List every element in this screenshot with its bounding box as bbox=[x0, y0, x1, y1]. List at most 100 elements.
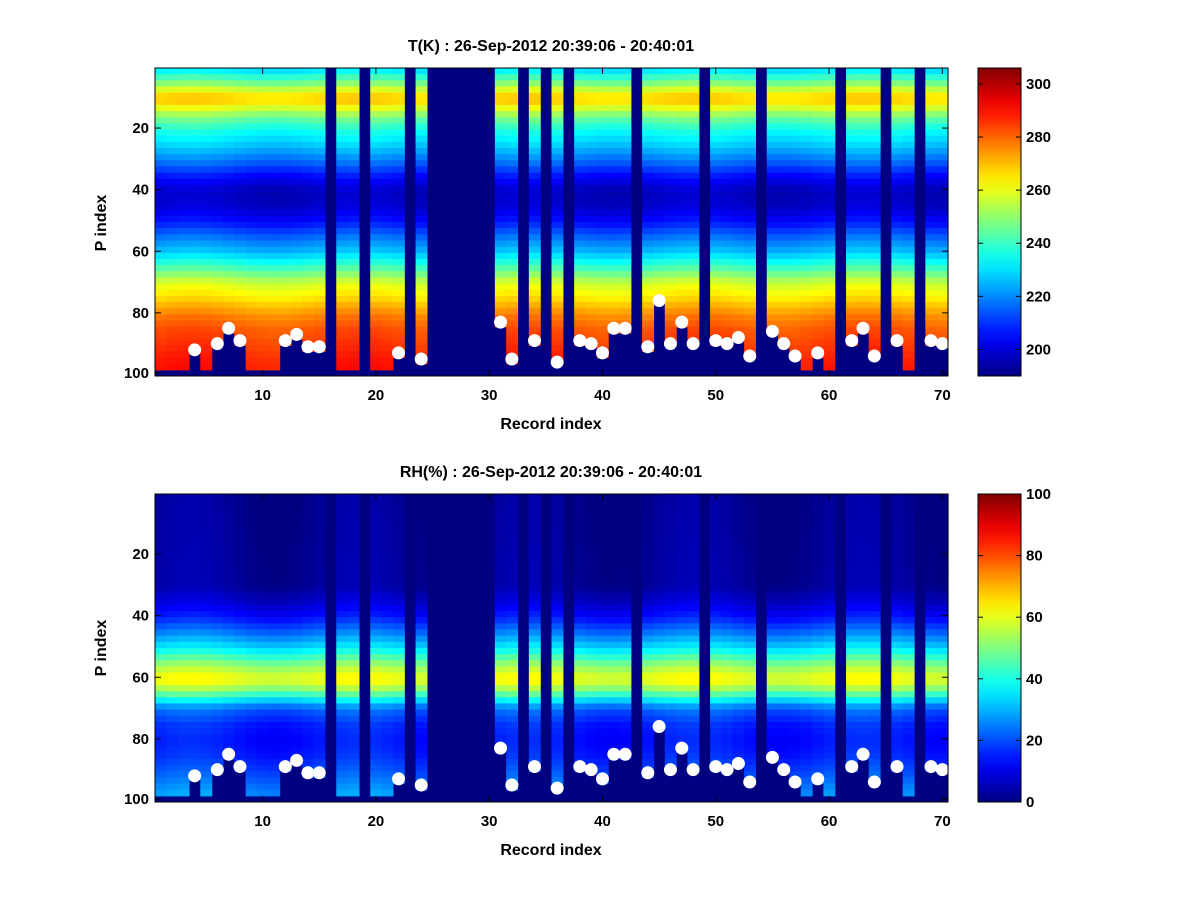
heatmap-cell bbox=[551, 654, 564, 661]
heatmap-cell bbox=[494, 604, 507, 612]
heatmap-cell bbox=[608, 740, 621, 748]
heatmap-cell bbox=[177, 506, 190, 514]
heatmap-cell bbox=[370, 530, 383, 538]
heatmap-cell bbox=[800, 129, 813, 137]
heatmap-cell bbox=[381, 709, 394, 717]
heatmap-cell bbox=[574, 265, 587, 272]
heatmap-cell bbox=[494, 86, 507, 94]
heatmap-cell bbox=[155, 580, 167, 587]
heatmap-cell bbox=[268, 518, 281, 526]
heatmap-cell bbox=[608, 530, 621, 538]
heatmap-cell bbox=[902, 629, 915, 637]
heatmap-cell bbox=[608, 283, 621, 291]
heatmap-cell bbox=[732, 283, 745, 291]
heatmap-cell bbox=[506, 561, 519, 569]
heatmap-cell bbox=[370, 592, 383, 600]
heatmap-cell bbox=[347, 74, 360, 81]
heatmap-cell bbox=[256, 135, 269, 143]
heatmap-cell bbox=[506, 265, 519, 272]
surface-marker bbox=[935, 763, 949, 777]
heatmap-cell bbox=[268, 178, 281, 186]
heatmap-cell bbox=[676, 104, 689, 112]
heatmap-cell bbox=[732, 178, 745, 186]
heatmap-cell bbox=[789, 271, 802, 279]
heatmap-cell bbox=[347, 703, 360, 711]
heatmap-cell bbox=[687, 580, 700, 587]
heatmap-cell bbox=[823, 543, 836, 551]
heatmap-cell bbox=[528, 228, 541, 235]
heatmap-cell bbox=[778, 598, 790, 606]
heatmap-cell bbox=[608, 666, 621, 674]
heatmap-cell bbox=[336, 740, 349, 748]
heatmap-cell bbox=[336, 283, 349, 291]
heatmap-cell bbox=[721, 283, 734, 291]
heatmap-cell bbox=[245, 567, 258, 575]
surface-marker bbox=[278, 334, 292, 348]
heatmap-cell bbox=[721, 678, 734, 686]
heatmap-cell bbox=[868, 117, 881, 125]
heatmap-cell bbox=[823, 234, 836, 242]
heatmap-cell bbox=[925, 228, 938, 235]
heatmap-cell bbox=[857, 308, 870, 315]
heatmap-cell bbox=[155, 74, 167, 81]
heatmap-cell bbox=[188, 197, 201, 205]
heatmap-cell bbox=[710, 141, 723, 149]
heatmap-cell bbox=[245, 580, 258, 587]
heatmap-cell bbox=[925, 549, 938, 557]
heatmap-cell bbox=[211, 320, 224, 328]
heatmap-cell bbox=[732, 654, 745, 661]
heatmap-cell bbox=[891, 672, 904, 680]
heatmap-cell bbox=[936, 555, 949, 563]
heatmap-cell bbox=[177, 277, 190, 285]
heatmap-cell bbox=[551, 228, 564, 235]
heatmap-cell bbox=[290, 512, 303, 520]
heatmap-cell bbox=[415, 598, 428, 606]
heatmap-cell bbox=[596, 74, 609, 81]
heatmap-cell bbox=[370, 363, 383, 371]
heatmap-cell bbox=[778, 574, 790, 581]
heatmap-cell bbox=[506, 746, 519, 754]
heatmap-cell bbox=[381, 611, 394, 618]
heatmap-cell bbox=[710, 506, 723, 514]
heatmap-cell bbox=[211, 215, 224, 223]
heatmap-cell bbox=[177, 258, 190, 266]
heatmap-cell bbox=[415, 660, 428, 668]
heatmap-cell bbox=[846, 721, 858, 729]
heatmap-cell bbox=[744, 185, 757, 192]
heatmap-cell bbox=[868, 574, 881, 581]
heatmap-cell bbox=[596, 574, 609, 581]
heatmap-cell bbox=[415, 166, 428, 174]
heatmap-cell bbox=[823, 185, 836, 192]
heatmap-cell bbox=[166, 135, 179, 143]
heatmap-cell bbox=[392, 506, 405, 514]
heatmap-cell bbox=[732, 697, 745, 705]
heatmap-cell bbox=[155, 222, 167, 229]
heatmap-cell bbox=[857, 258, 870, 266]
heatmap-cell bbox=[528, 111, 541, 118]
heatmap-cell bbox=[789, 111, 802, 118]
heatmap-cell bbox=[721, 617, 734, 624]
heatmap-cell bbox=[687, 246, 700, 254]
heatmap-cell bbox=[279, 734, 292, 741]
heatmap-cell bbox=[392, 752, 405, 760]
heatmap-cell bbox=[936, 308, 949, 315]
heatmap-cell bbox=[642, 178, 655, 186]
heatmap-cell bbox=[676, 703, 689, 711]
heatmap-cell bbox=[710, 728, 723, 735]
heatmap-cell bbox=[778, 746, 790, 754]
heatmap-cell bbox=[653, 715, 666, 723]
heatmap-cell bbox=[868, 494, 881, 501]
heatmap-cell bbox=[687, 80, 700, 88]
heatmap-cell bbox=[653, 654, 666, 661]
heatmap-cell bbox=[256, 678, 269, 686]
heatmap-cell bbox=[936, 314, 949, 322]
heatmap-cell bbox=[789, 574, 802, 581]
heatmap-cell bbox=[256, 308, 269, 315]
heatmap-cell bbox=[392, 561, 405, 569]
heatmap-cell bbox=[766, 129, 779, 137]
heatmap-cell bbox=[687, 74, 700, 81]
heatmap-cell bbox=[551, 574, 564, 581]
heatmap-cell bbox=[188, 141, 201, 149]
heatmap-cell bbox=[857, 641, 870, 649]
heatmap-cell bbox=[155, 561, 167, 569]
